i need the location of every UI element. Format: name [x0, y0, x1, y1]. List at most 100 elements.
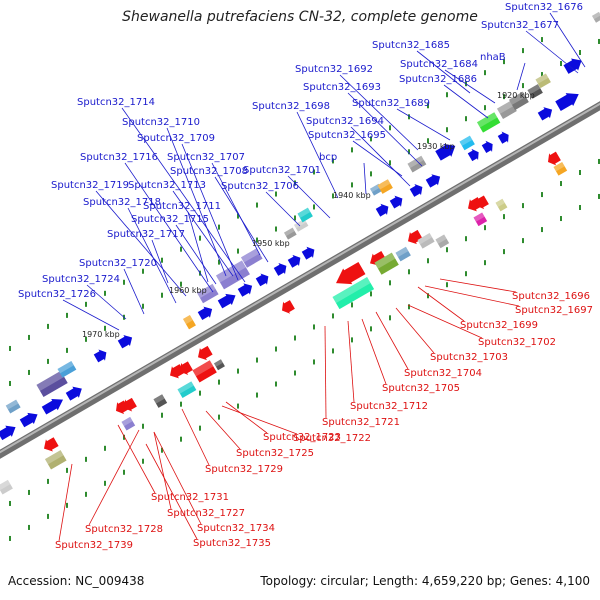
- tick-mark: [275, 381, 277, 387]
- gene-box: [374, 252, 399, 275]
- forward-gene-arrow: [409, 184, 423, 197]
- tick-mark: [522, 238, 524, 244]
- tick-mark: [28, 334, 30, 340]
- reverse-gene-label: Sputcn32_1734: [197, 523, 275, 534]
- tick-mark: [408, 304, 410, 310]
- tick-mark: [275, 191, 277, 197]
- tick-mark: [85, 456, 87, 462]
- leader-line: [187, 211, 209, 283]
- forward-gene-label: Sputcn32_1685: [372, 40, 450, 51]
- tick-mark: [598, 193, 600, 199]
- tick-mark: [370, 171, 372, 177]
- tick-mark: [256, 357, 258, 363]
- leader-line: [124, 162, 214, 293]
- forward-gene-arrow: [117, 335, 133, 349]
- tick-mark: [66, 467, 68, 473]
- tick-mark: [28, 369, 30, 375]
- tick-mark: [332, 158, 334, 164]
- tick-mark: [522, 203, 524, 209]
- leader-line: [88, 429, 140, 526]
- leader-line: [525, 30, 579, 74]
- forward-gene-arrow: [435, 143, 456, 161]
- reverse-gene-arrow: [370, 250, 387, 266]
- leader-line: [181, 408, 210, 466]
- forward-gene-label: bcp: [319, 152, 337, 163]
- map-title: Shewanella putrefaciens CN-32, complete …: [122, 9, 478, 25]
- tick-mark: [142, 268, 144, 274]
- tick-mark: [275, 346, 277, 352]
- reverse-gene-label: Sputcn32_1723: [263, 432, 341, 443]
- leader-line: [352, 140, 403, 177]
- tick-mark: [351, 337, 353, 343]
- reverse-gene-label: Sputcn32_1721: [322, 417, 400, 428]
- tick-mark: [142, 458, 144, 464]
- tick-mark: [199, 425, 201, 431]
- leader-line: [395, 307, 435, 354]
- tick-mark: [123, 279, 125, 285]
- forward-gene-arrow: [481, 140, 493, 154]
- forward-gene-label: Sputcn32_1710: [122, 117, 200, 128]
- kbp-marker: 1950 kbp: [252, 239, 290, 248]
- reverse-gene-label: Sputcn32_1725: [236, 448, 314, 459]
- tick-mark: [180, 246, 182, 252]
- leader-line: [443, 84, 489, 119]
- tick-mark: [503, 94, 505, 100]
- gene-box: [121, 416, 136, 431]
- forward-gene-label: Sputcn32_1717: [107, 229, 185, 240]
- kbp-markers: 1920 kbp 1930 kbp 1940 kbp 1950 kbp 1960 kbp…: [82, 91, 535, 339]
- reverse-gene-label: Sputcn32_1696: [512, 291, 590, 302]
- gene-box: [57, 360, 77, 378]
- forward-gene-arrow: [497, 131, 509, 144]
- genome-backbone: [0, 101, 600, 459]
- tick-mark: [446, 282, 448, 288]
- kbp-marker: 1940 kbp: [333, 191, 371, 200]
- leader-line: [417, 286, 465, 322]
- forward-gene-arrow: [425, 174, 441, 188]
- reverse-gene-label: Sputcn32_1712: [350, 401, 428, 412]
- tick-mark: [47, 358, 49, 364]
- gene-box: [5, 399, 21, 414]
- leader-line: [153, 431, 172, 510]
- tick-mark: [275, 226, 277, 232]
- leader-line: [324, 325, 327, 419]
- tick-mark: [313, 324, 315, 330]
- tick-mark: [123, 434, 125, 440]
- leader-line: [123, 268, 145, 315]
- tick-mark: [389, 160, 391, 166]
- forward-gene-label: Sputcn32_1726: [18, 289, 96, 300]
- kbp-marker: 1930 kbp: [417, 142, 455, 151]
- tick-mark: [256, 202, 258, 208]
- forward-gene-arrow: [255, 273, 269, 287]
- leader-line: [350, 126, 411, 187]
- tick-mark: [237, 213, 239, 219]
- tick-mark: [560, 181, 562, 187]
- forward-gene-label: Sputcn32_1707: [167, 152, 245, 163]
- tick-mark: [408, 269, 410, 275]
- tick-mark: [104, 445, 106, 451]
- kbp-marker: 1970 kbp: [82, 330, 120, 339]
- gene-box: [535, 73, 551, 89]
- gene-box: [215, 260, 250, 290]
- leader-line: [172, 190, 234, 277]
- reverse-gene-label: Sputcn32_1705: [382, 383, 460, 394]
- leader-line: [347, 92, 423, 167]
- leader-line: [265, 191, 301, 227]
- tick-mark: [294, 370, 296, 376]
- tick-mark: [66, 312, 68, 318]
- tick-mark: [9, 535, 11, 541]
- leader-line: [166, 127, 227, 277]
- tick-mark: [465, 271, 467, 277]
- tick-mark: [9, 380, 11, 386]
- tick-mark: [294, 335, 296, 341]
- gene-box: [553, 162, 568, 176]
- tick-mark: [351, 182, 353, 188]
- gene-box: [283, 227, 297, 240]
- reverse-gene-label: Sputcn32_1702: [478, 337, 556, 348]
- tick-mark: [218, 224, 220, 230]
- tick-mark: [389, 315, 391, 321]
- gene-box: [459, 135, 475, 151]
- tick-mark: [104, 480, 106, 486]
- tick-mark: [427, 258, 429, 264]
- leader-line: [439, 278, 517, 293]
- leader-line: [361, 318, 387, 385]
